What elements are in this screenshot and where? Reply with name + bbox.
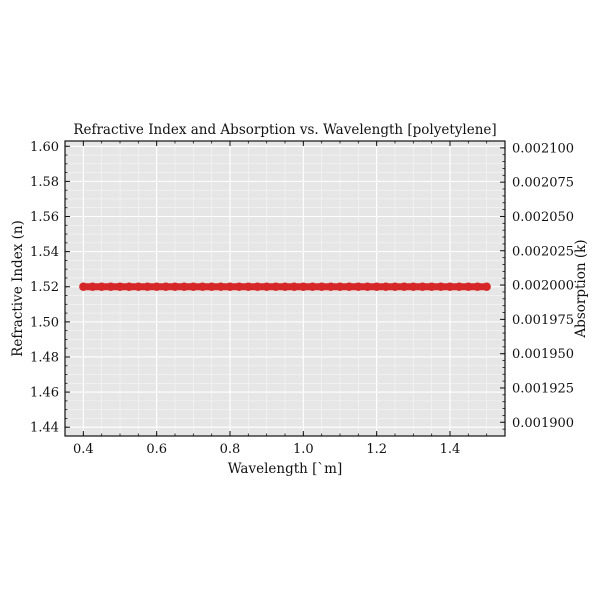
y-left-tick-label: 1.50: [30, 315, 59, 330]
data-point: [97, 282, 106, 291]
data-point: [115, 282, 125, 291]
data-point: [418, 282, 427, 291]
data-point: [124, 282, 134, 291]
y-axis-right-label: Absorption (k): [573, 239, 589, 338]
data-point: [390, 282, 400, 291]
x-axis-label: Wavelength [`m]: [228, 461, 343, 477]
data-point: [216, 282, 226, 291]
data-point: [317, 282, 326, 291]
x-tick-label: 1.0: [293, 442, 314, 457]
data-point: [454, 282, 464, 291]
y-left-tick-label: 1.44: [30, 421, 59, 436]
series-layer: [79, 282, 491, 291]
data-point: [344, 282, 354, 291]
data-point: [225, 282, 235, 291]
y-right-tick-label: 0.001975: [512, 313, 574, 328]
data-point: [271, 282, 281, 291]
data-point: [79, 282, 88, 291]
data-point: [473, 282, 482, 291]
data-point: [363, 282, 372, 291]
data-point: [354, 282, 363, 291]
data-point: [289, 282, 299, 291]
x-tick-label: 0.8: [220, 442, 241, 457]
chart-title: Refractive Index and Absorption vs. Wave…: [73, 122, 496, 138]
data-point: [106, 282, 116, 291]
data-point: [482, 282, 491, 291]
data-point: [326, 282, 336, 291]
y-left-tick-label: 1.48: [30, 350, 59, 365]
data-point: [427, 282, 436, 291]
data-point: [253, 282, 262, 291]
x-tick-label: 0.6: [146, 442, 167, 457]
data-point: [381, 282, 391, 291]
data-point: [372, 282, 381, 291]
data-point: [198, 282, 207, 291]
y-axis-left-label: Refractive Index (n): [10, 220, 26, 357]
data-point: [207, 282, 216, 291]
data-point: [299, 282, 308, 291]
data-point: [464, 282, 473, 291]
y-left-tick-label: 1.54: [30, 245, 59, 260]
x-tick-label: 1.2: [366, 442, 387, 457]
y-right-tick-label: 0.001900: [512, 416, 574, 431]
data-point: [134, 282, 143, 291]
data-point: [179, 282, 189, 291]
data-point: [143, 282, 152, 291]
y-right-tick-label: 0.002100: [512, 141, 574, 156]
data-point: [409, 282, 418, 291]
data-point: [88, 282, 97, 291]
data-point: [308, 282, 317, 291]
y-left-tick-label: 1.52: [30, 280, 59, 295]
y-right-tick-label: 0.002000: [512, 279, 574, 294]
data-point: [170, 282, 180, 291]
data-point: [280, 282, 290, 291]
y-left-tick-label: 1.46: [30, 386, 59, 401]
data-point: [234, 282, 244, 291]
y-right-tick-label: 0.001950: [512, 347, 574, 362]
data-point: [161, 282, 171, 291]
y-left-tick-label: 1.60: [30, 140, 59, 155]
data-point: [436, 282, 446, 291]
axes: 0.4 0.6 0.8 1.0 1.2 1.4 1.44 1.46 1.48 1.50 1.52 1.…: [30, 140, 574, 457]
y-right-tick-label: 0.001925: [512, 381, 574, 396]
data-point: [262, 282, 271, 291]
y-left-tick-label: 1.58: [30, 175, 59, 190]
y-right-tick-label: 0.002025: [512, 244, 574, 259]
data-point: [152, 282, 161, 291]
data-point: [335, 282, 345, 291]
y-left-tick-label: 1.56: [30, 210, 59, 225]
data-point: [445, 282, 455, 291]
data-point: [244, 282, 253, 291]
x-tick-label: 1.4: [440, 442, 461, 457]
data-point: [399, 282, 409, 291]
data-point: [189, 282, 198, 291]
x-tick-label: 0.4: [73, 442, 94, 457]
y-right-tick-label: 0.002050: [512, 210, 574, 225]
y-right-tick-label: 0.002075: [512, 176, 574, 191]
